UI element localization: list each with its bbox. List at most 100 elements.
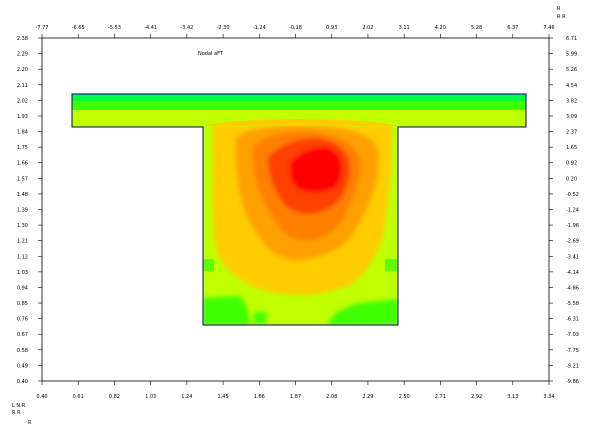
right-axis-label-line-1: R <box>557 6 561 12</box>
right-axis-tick-label: 3.09 <box>566 114 577 120</box>
bottom-axis: 0.40 0.61 0.82 1.03 1.24 1.45 1.66 1.87 2.08 2.29… <box>36 381 555 400</box>
top-axis-tick-label: 5.28 <box>471 25 482 31</box>
right-axis-tick-label: -1.24 <box>566 208 579 214</box>
right-axis-tick-label: -2.69 <box>566 239 579 245</box>
left-axis-tick-label: 0.67 <box>17 332 28 338</box>
flange-band-green <box>72 94 526 102</box>
left-axis-tick-label: 1.66 <box>17 161 28 167</box>
section-outline <box>71 93 527 326</box>
right-axis-tick-label: 5.26 <box>566 67 577 73</box>
flange-section <box>72 94 526 127</box>
right-axis-label-line-2: R R <box>557 14 566 20</box>
edge-spot-right <box>385 259 397 271</box>
flange-warm-spot <box>203 119 398 127</box>
top-axis-tick-label: -7.77 <box>36 25 49 31</box>
left-axis-tick-label: 1.93 <box>17 114 28 120</box>
left-axis-tick-label: 1.75 <box>17 145 28 151</box>
corner-label-line-1: L N R <box>12 403 26 409</box>
left-axis-tick-label: 1.84 <box>17 130 28 136</box>
top-axis-tick-label: 0.93 <box>326 25 337 31</box>
left-axis-tick-label: 2.11 <box>17 83 28 89</box>
bottom-axis-tick-label: 0.61 <box>73 394 84 400</box>
left-axis-tick-label: 1.12 <box>17 254 28 260</box>
right-axis: -9.86 -9.21 -7.75 -7.03 -6.31 -5.58 -4.86 -4.14… <box>549 36 579 385</box>
left-axis: 0.40 0.49 0.58 0.67 0.76 0.85 0.94 1.03 1.12 1.21… <box>17 36 42 385</box>
chart-title: Nodal aFT <box>198 51 224 57</box>
top-axis-tick-label: -5.53 <box>108 25 121 31</box>
bottom-axis-tick-label: 1.03 <box>145 394 156 400</box>
bottom-axis-tick-label: 2.29 <box>362 394 373 400</box>
right-axis-tick-label: -0.52 <box>566 192 579 198</box>
left-axis-tick-label: 1.48 <box>17 192 28 198</box>
corner-label-line-3: R <box>28 420 32 426</box>
left-axis-tick-label: 1.03 <box>17 270 28 276</box>
right-axis-tick-label: -9.86 <box>566 379 579 385</box>
right-axis-tick-label: -3.41 <box>566 254 579 260</box>
bottom-axis-tick-label: 1.24 <box>181 394 192 400</box>
left-axis-tick-label: 1.57 <box>17 176 28 182</box>
bottom-axis-tick-label: 2.50 <box>399 394 410 400</box>
left-axis-tick-label: 1.30 <box>17 223 28 229</box>
bottom-axis-tick-label: 2.08 <box>326 394 337 400</box>
flange-band-yellow-green <box>72 110 526 127</box>
top-axis-tick-label: -1.24 <box>253 25 266 31</box>
right-axis-tick-label: 0.92 <box>566 161 577 167</box>
left-axis-tick-label: 0.58 <box>17 348 28 354</box>
web-section <box>203 126 398 325</box>
contour-bright-green-spot <box>254 312 266 324</box>
contour-bright-green-right <box>328 299 398 325</box>
right-axis-tick-label: 1.65 <box>566 145 577 151</box>
right-axis-tick-label: -6.31 <box>566 317 579 323</box>
right-axis-tick-label: -7.03 <box>566 332 579 338</box>
bottom-axis-tick-label: 1.45 <box>218 394 229 400</box>
right-axis-tick-label: 5.99 <box>566 52 577 58</box>
bottom-axis-tick-label: 1.87 <box>290 394 301 400</box>
left-axis-tick-label: 0.94 <box>17 285 28 291</box>
left-axis-tick-label: 0.76 <box>17 317 28 323</box>
right-axis-tick-label: 3.82 <box>566 98 577 104</box>
flange-band-bright-green <box>72 101 526 111</box>
top-axis-tick-label: 2.02 <box>362 25 373 31</box>
right-axis-tick-label: -4.14 <box>566 270 579 276</box>
left-axis-tick-label: 1.21 <box>17 239 28 245</box>
left-axis-tick-label: 0.40 <box>17 379 28 385</box>
bottom-axis-tick-label: 2.71 <box>435 394 446 400</box>
left-axis-tick-label: 2.38 <box>17 36 28 42</box>
top-axis-tick-label: -4.41 <box>144 25 157 31</box>
edge-spot-left <box>203 259 214 271</box>
contour-red <box>290 147 342 192</box>
right-axis-tick-label: 6.71 <box>566 36 577 42</box>
right-axis-tick-label: -9.21 <box>566 363 579 369</box>
bottom-axis-tick-label: 0.40 <box>36 394 47 400</box>
right-axis-tick-label: -7.75 <box>566 348 579 354</box>
top-axis-tick-label: 4.20 <box>435 25 446 31</box>
right-axis-label: R R R <box>557 6 566 20</box>
corner-label-line-2: R R <box>12 410 21 416</box>
bottom-axis-tick-label: 1.66 <box>254 394 265 400</box>
top-axis-tick-label: -3.42 <box>180 25 193 31</box>
top-axis-tick-label: -2.30 <box>217 25 230 31</box>
left-axis-tick-label: 0.49 <box>17 363 28 369</box>
right-axis-tick-label: 2.37 <box>566 130 577 136</box>
left-axis-tick-label: 2.20 <box>17 67 28 73</box>
top-axis-tick-label: 3.11 <box>399 25 410 31</box>
bottom-axis-tick-label: 3.34 <box>543 394 554 400</box>
right-axis-tick-label: 0.20 <box>566 176 577 182</box>
bottom-axis-tick-label: 3.13 <box>507 394 518 400</box>
left-axis-tick-label: 1.39 <box>17 208 28 214</box>
right-axis-tick-label: 4.54 <box>566 83 577 89</box>
top-axis: -7.77 -6.65 -5.53 -4.41 -3.42 -2.30 -1.24 -0.18… <box>36 25 555 38</box>
bottom-axis-tick-label: 2.92 <box>471 394 482 400</box>
top-axis-tick-label: -0.18 <box>289 25 302 31</box>
contour-plot <box>71 93 527 326</box>
corner-label: L N R R R R <box>12 403 32 426</box>
top-axis-tick-label: 6.37 <box>507 25 518 31</box>
left-axis-tick-label: 2.02 <box>17 98 28 104</box>
right-axis-tick-label: -5.58 <box>566 301 579 307</box>
right-axis-tick-label: -1.96 <box>566 223 579 229</box>
top-axis-tick-label: -6.65 <box>72 25 85 31</box>
left-axis-tick-label: 0.85 <box>17 301 28 307</box>
top-axis-tick-label: 7.46 <box>543 25 554 31</box>
bottom-axis-tick-label: 0.82 <box>109 394 120 400</box>
